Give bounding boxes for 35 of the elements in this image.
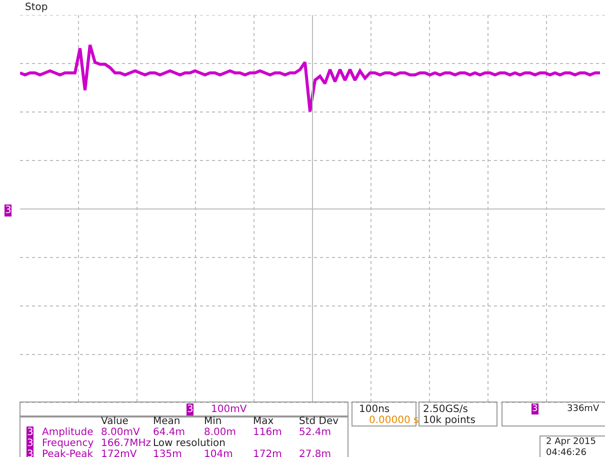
text: 2.50GS/s (423, 404, 468, 415)
text: Peak-Peak (42, 449, 94, 457)
text: 3 (187, 404, 194, 415)
text: 104m (204, 449, 233, 457)
text: 52.4m (299, 427, 332, 438)
text: Value (101, 416, 128, 427)
text: 8.00m (204, 427, 236, 438)
text: 3 (5, 205, 12, 216)
text: 8.00mV (101, 427, 140, 438)
text: 172m (253, 449, 282, 457)
text: 135m (153, 449, 182, 457)
text: 2 Apr 2015 (546, 437, 596, 447)
text: Stop (25, 2, 48, 13)
text: 100ns (359, 404, 390, 415)
text: 3 (27, 427, 34, 438)
text: 0.00000 s (369, 415, 419, 426)
text: 100mV (211, 404, 247, 415)
text: Max (253, 416, 274, 427)
text: 3 (27, 438, 34, 449)
text: Mean (153, 416, 180, 427)
text: Frequency (42, 438, 94, 449)
text: 10k points (423, 415, 476, 426)
text: Amplitude (42, 427, 94, 438)
text: 3 (27, 449, 34, 457)
text: Std Dev (299, 416, 339, 427)
text: 116m (253, 427, 282, 438)
text: 04:46:26 (546, 448, 587, 457)
text: 166.7MHz (101, 438, 152, 449)
text: Min (204, 416, 222, 427)
text: 3 (532, 404, 538, 414)
text: Low resolution (153, 438, 226, 449)
text: 64.4m (153, 427, 186, 438)
text: 27.8m (299, 449, 332, 457)
text: 336mV (567, 404, 600, 414)
text: 172mV (101, 449, 137, 457)
